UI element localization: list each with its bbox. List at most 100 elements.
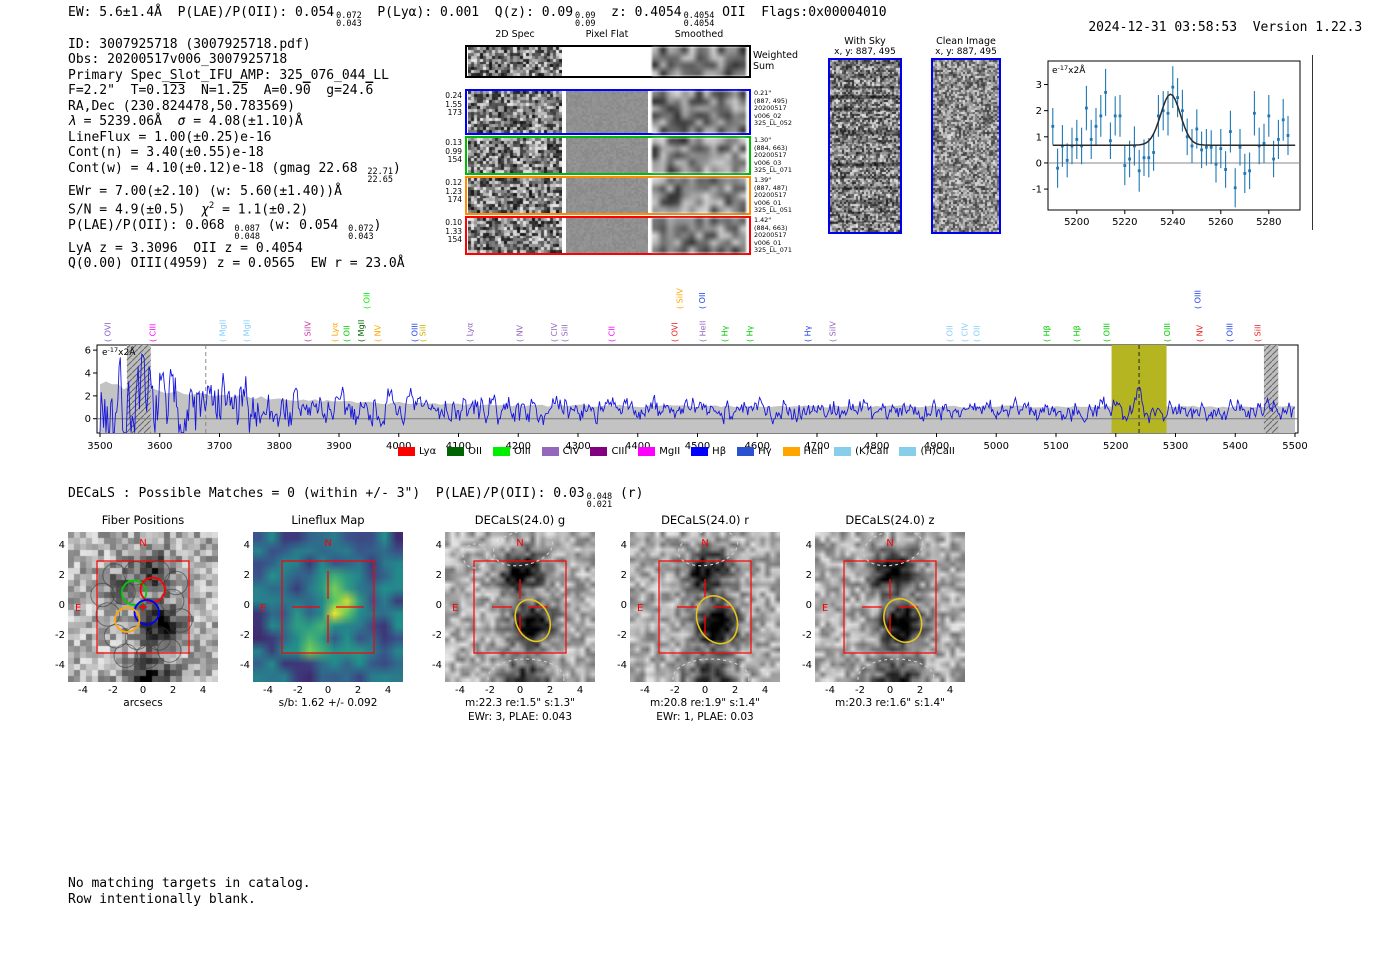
fiber-circle	[157, 638, 182, 663]
info-text: σ	[177, 114, 186, 130]
data-point	[1118, 114, 1122, 118]
neighbor-ellipse-dashed	[677, 532, 739, 567]
legend-item: Lyα	[398, 446, 436, 457]
smoothed-image	[652, 47, 746, 76]
data-point	[1056, 166, 1059, 170]
stacked-uncertainty: 0.072 0.043	[348, 223, 374, 242]
data-point	[1142, 156, 1146, 160]
emission-line-label: ( SiII	[1253, 324, 1262, 342]
decals-text: DECaLS : Possible Matches = 0 (within +/…	[68, 486, 585, 501]
spec2d-image	[468, 47, 562, 76]
neighbor-ellipse-dashed	[862, 532, 924, 567]
fiber-circle	[163, 570, 189, 596]
spec2d-right-annotations: 1.30" (884, 663) 20200517 v006_03 325_LL_071	[754, 136, 792, 175]
cutout-y-tick: 0	[58, 600, 65, 611]
cutout-overlay: NE	[452, 532, 567, 682]
emission-line-label: ( OIII	[1225, 323, 1234, 342]
cutout-x-tick: -4	[455, 685, 465, 696]
data-point	[1243, 172, 1247, 175]
info-text: LineFlux = 1.00(±0.25)e-16	[68, 129, 272, 145]
data-point	[1152, 151, 1155, 154]
spec2d-right-annotations: 1.42" (884, 663) 20200517 v006_01 325_LL_071	[754, 216, 792, 255]
data-point	[1089, 138, 1093, 141]
cutout-x-tick: 4	[761, 685, 769, 696]
fiber-circle	[102, 563, 127, 588]
info-text: 2	[208, 201, 215, 212]
data-point	[1176, 96, 1179, 99]
cutout-y-tick: 0	[620, 600, 627, 611]
spec2d-right-annotations: 0.21" (887, 495) 20200517 v006_02 325_LL_052	[754, 89, 792, 128]
full-spectrum-plot: 3500 3600 3700 3800 3900 4000 4100 4200 4300 4400…	[85, 288, 1308, 450]
emission-line-label: ( NV	[516, 324, 525, 342]
cutout-x-tick: 2	[546, 685, 554, 696]
smoothed-image	[652, 91, 746, 133]
fiber-circle	[90, 582, 115, 608]
info-text: = 4.08(±1.10)Å	[185, 114, 303, 130]
highlighted-fiber-circle	[139, 576, 166, 603]
axes-frame	[1047, 60, 1301, 211]
y-tick-label: 6	[85, 346, 91, 357]
emission-line-label: ( SiIV	[829, 321, 838, 342]
cutout-y-tick: 4	[243, 540, 250, 551]
stacked-uncertainty: 0.4054 0.4054	[683, 11, 715, 29]
neighbor-ellipse-dashed	[487, 658, 565, 682]
x-tick-label: 3500	[87, 441, 112, 450]
fiber-circle	[124, 625, 150, 650]
legend-swatch	[398, 447, 415, 456]
info-line-7: Cont(n) = 3.40(±0.55)e-18	[68, 145, 405, 160]
info-text: χ	[201, 202, 209, 218]
spec2d-left-stats: 0.10 1.33 154	[445, 218, 462, 244]
info-text: Q(0.00) OIII(4959) z = 0.0565 EW r = 23.…	[68, 256, 405, 272]
x-tick-label: 4900	[924, 441, 949, 450]
clean-image-title: Clean Image	[936, 36, 996, 47]
emission-line-label: ( SiII	[560, 324, 569, 342]
data-point	[1195, 127, 1199, 131]
legend-label: OIII	[513, 446, 531, 457]
x-tick-label: 5200	[1103, 441, 1128, 450]
cutout-y-tick: 4	[805, 540, 812, 551]
legend-swatch	[638, 447, 656, 456]
source-ellipse	[695, 595, 739, 645]
footer-line: Row intentionally blank.	[68, 891, 256, 907]
info-text: = 5239.06Å	[75, 114, 178, 130]
cutout-x-tick: -2	[108, 685, 118, 696]
emission-line-label: ( SiIV	[676, 288, 685, 309]
x-tick-label: 5500	[1282, 441, 1307, 450]
x-tick-label: 4700	[804, 441, 829, 450]
legend-label: Hγ	[758, 446, 772, 457]
legend-item: OIII	[492, 446, 531, 457]
header-summary-line: EW: 5.6±1.4Å P(LAE)/P(OII): 0.054 0.072 0.…	[68, 5, 887, 28]
legend-label: CIV	[562, 446, 580, 457]
y-axis-unit-label: e-17x2Å	[1052, 64, 1086, 76]
data-point	[1209, 145, 1213, 149]
data-point	[1166, 111, 1170, 115]
x-tick-label: 4300	[565, 441, 590, 450]
emission-line-label: ( OII	[363, 292, 372, 309]
x-tick-label: 5280	[1256, 217, 1281, 228]
with-sky-image	[828, 58, 902, 234]
cutout-caption: m:20.3 re:1.6" s:1.4"	[835, 697, 945, 709]
legend-swatch	[590, 447, 608, 456]
spec2d-header-smoothed: Smoothed	[674, 29, 724, 40]
cutout-y-tick: -4	[240, 660, 250, 671]
legend-label: OII	[468, 446, 482, 457]
info-line-10: S/N = 4.9(±0.5) χ2 = 1.1(±0.2)	[68, 199, 405, 218]
spec2d-row-2	[465, 136, 751, 175]
emission-line-label: ( OIII	[1163, 323, 1172, 342]
cutout-x-tick: 0	[324, 685, 332, 696]
legend-label: HeII	[803, 446, 824, 457]
legend-label: Lyα	[419, 446, 437, 457]
cutout-x-tick: 2	[354, 685, 362, 696]
cutout-title: DECaLS(24.0) g	[474, 513, 566, 527]
x-tick-label: 5100	[1043, 441, 1068, 450]
highlighted-fiber-circle	[120, 579, 148, 606]
data-point	[1219, 147, 1223, 150]
legend-swatch	[782, 447, 800, 456]
data-point	[1080, 144, 1083, 148]
cutout-overlay: NE	[637, 532, 752, 682]
cutout-x-tick: -2	[670, 685, 680, 696]
data-point	[1253, 111, 1256, 115]
header-text: EW: 5.6±1.4Å P(LAE)/P(OII): 0.054	[68, 5, 335, 20]
